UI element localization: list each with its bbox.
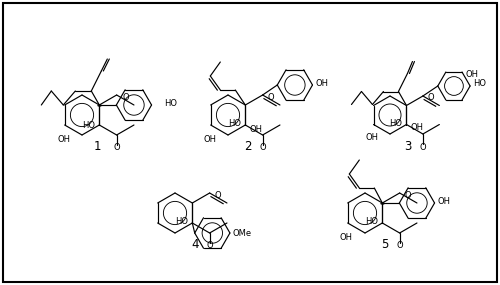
Text: 1: 1 — [93, 141, 101, 154]
Text: O: O — [420, 142, 426, 152]
Text: O: O — [215, 190, 222, 200]
Text: OH: OH — [340, 233, 353, 241]
Text: O: O — [405, 190, 411, 200]
Text: O: O — [114, 144, 120, 152]
Text: HO: HO — [82, 121, 96, 129]
Text: OH: OH — [410, 123, 424, 132]
Text: O: O — [268, 93, 274, 101]
Text: 5: 5 — [382, 239, 388, 251]
Text: OH: OH — [57, 135, 70, 144]
Text: OH: OH — [316, 78, 328, 87]
Text: OH: OH — [250, 125, 262, 133]
Text: HO: HO — [473, 80, 486, 89]
Text: OH: OH — [365, 133, 378, 142]
Text: OH: OH — [465, 70, 478, 78]
Text: O: O — [123, 93, 130, 102]
Text: HO: HO — [366, 217, 378, 227]
Text: HO: HO — [164, 99, 177, 109]
Text: OMe: OMe — [233, 229, 252, 237]
Text: OH: OH — [203, 135, 216, 144]
Text: 4: 4 — [191, 239, 199, 251]
Text: O: O — [260, 144, 266, 152]
Text: O: O — [396, 241, 403, 251]
Text: OH: OH — [438, 196, 450, 205]
Text: O: O — [428, 93, 434, 102]
Text: HO: HO — [390, 119, 402, 128]
Text: 2: 2 — [244, 141, 252, 154]
Text: HO: HO — [228, 119, 241, 129]
Text: HO: HO — [176, 217, 188, 227]
Text: 3: 3 — [404, 141, 411, 154]
Text: O: O — [206, 241, 213, 251]
